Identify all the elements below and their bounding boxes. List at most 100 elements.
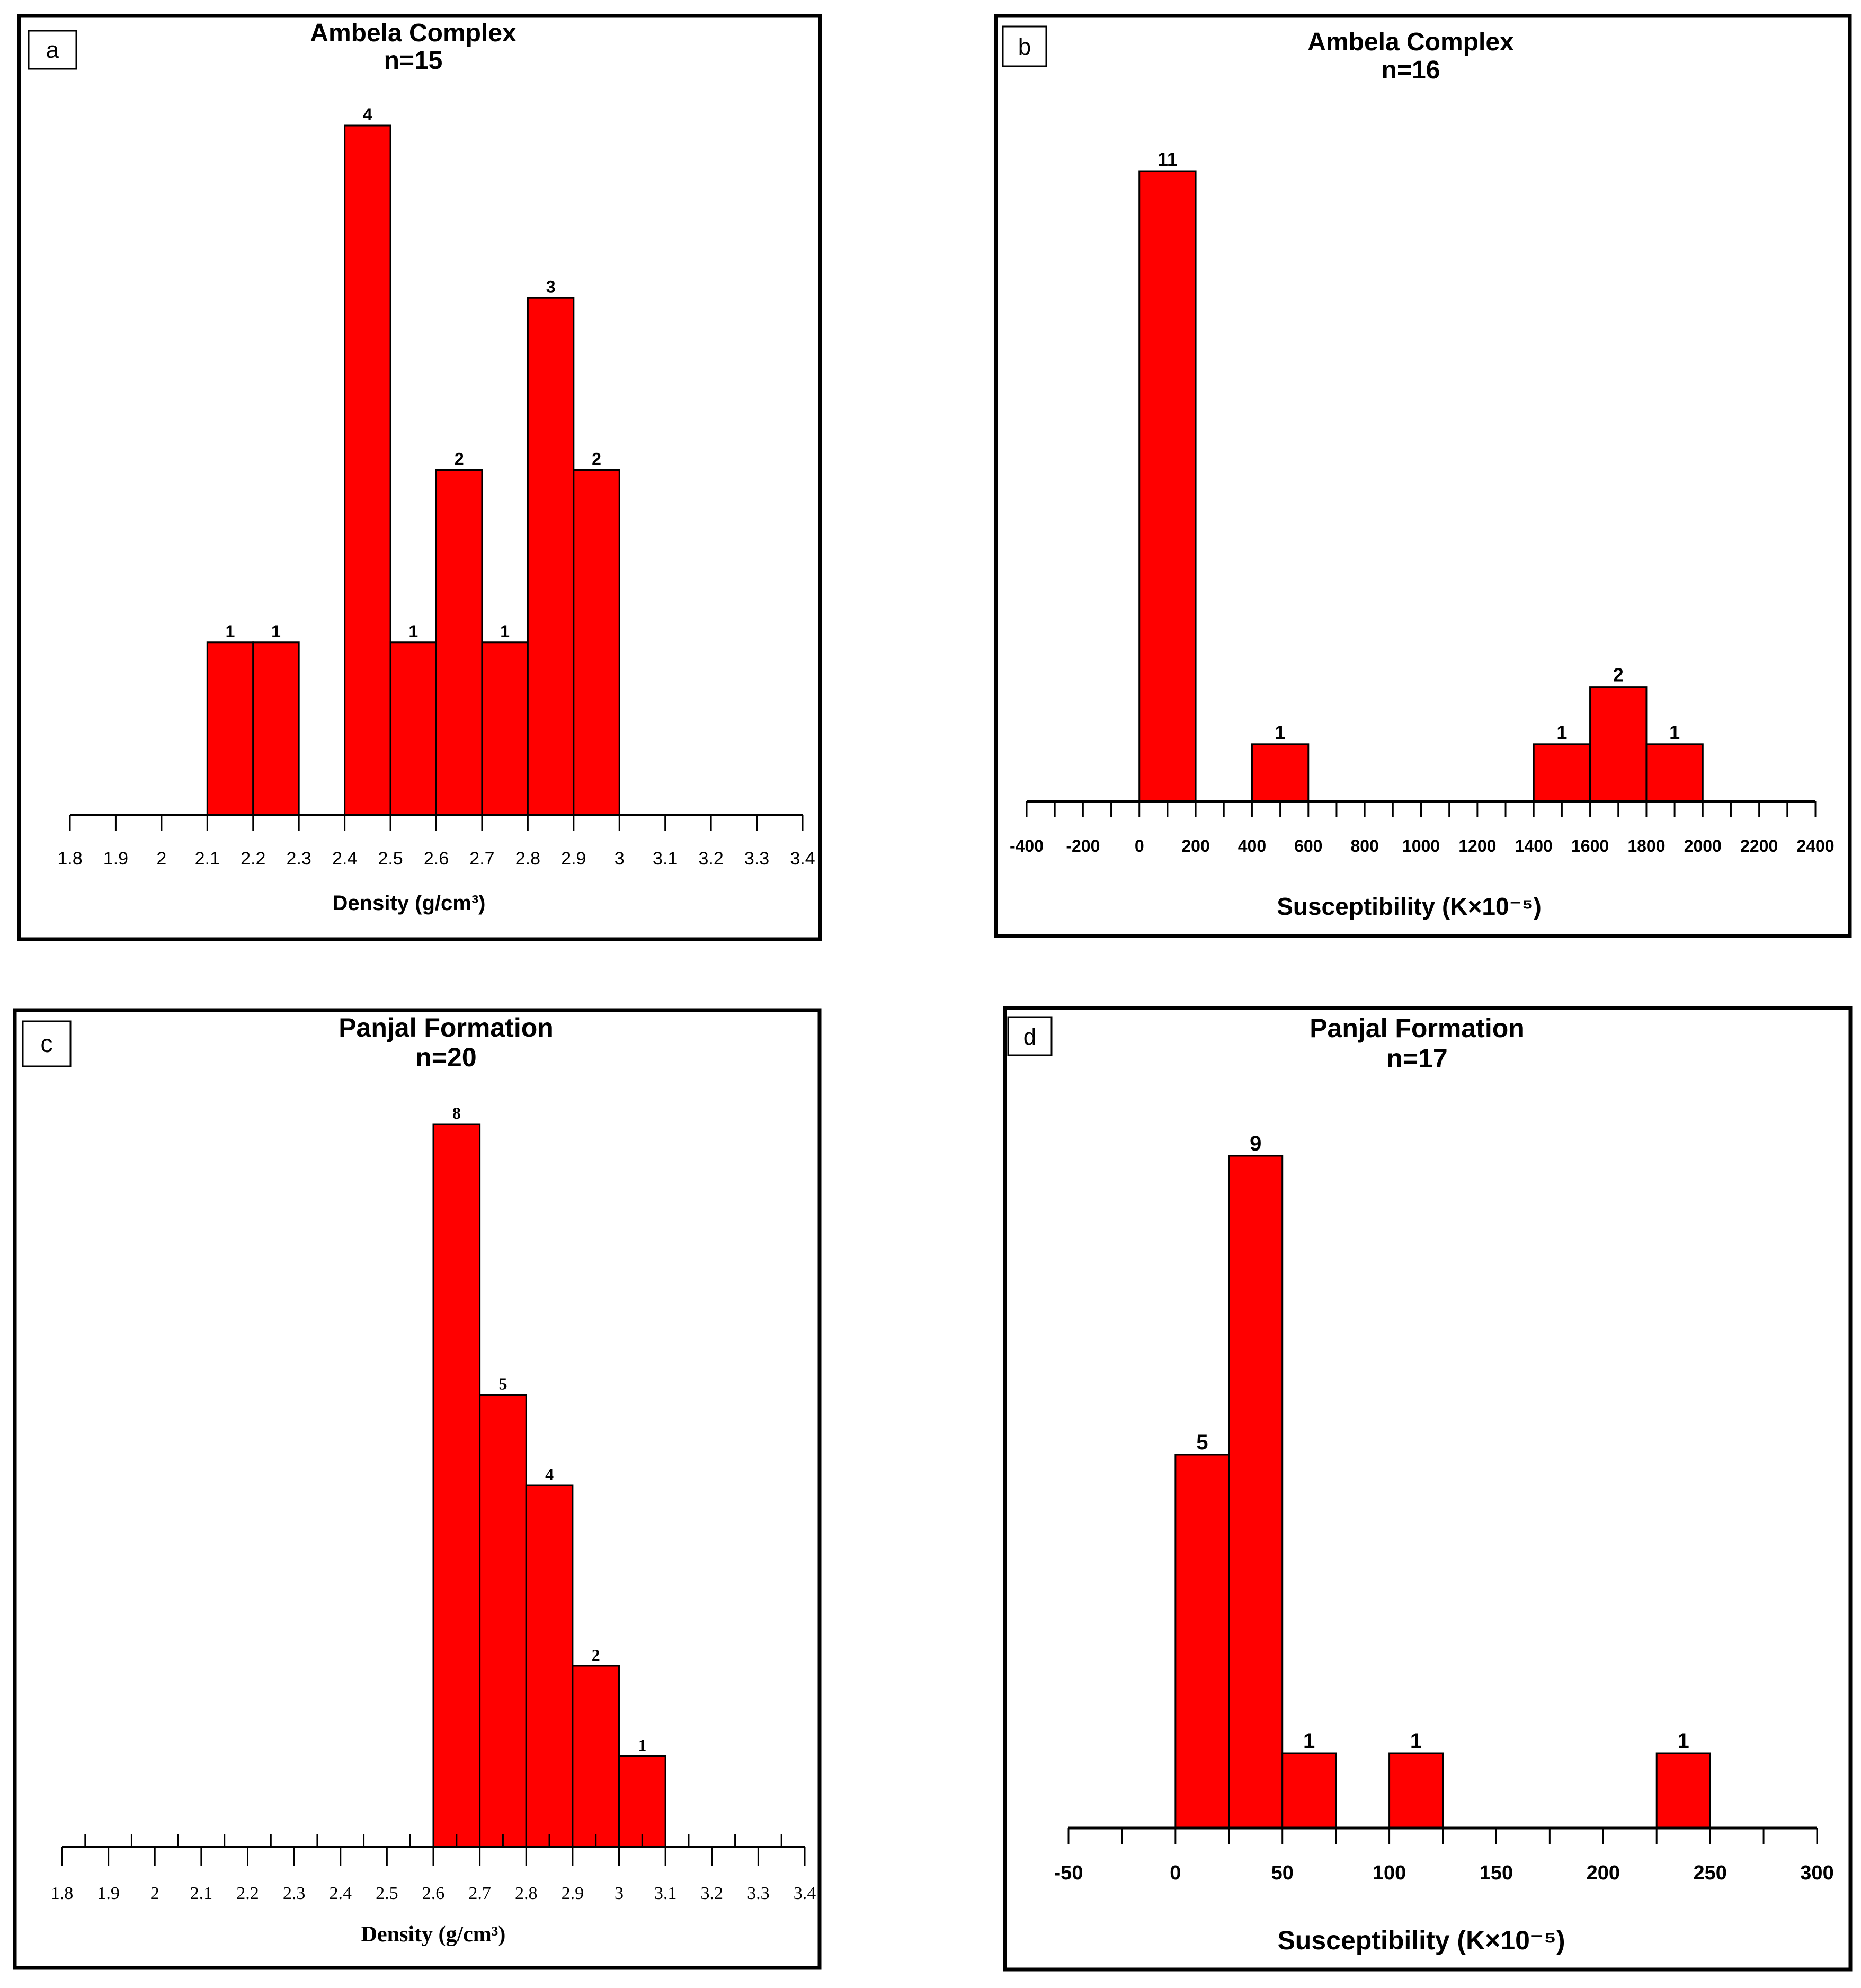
x-tick-label: 400 [1238,836,1266,855]
bars: 8 5 4 2 1 [432,1103,666,1848]
histogram-bar [1655,1752,1711,1829]
histogram-bar [479,1394,527,1848]
x-ticks [69,815,804,831]
x-tick-label: 1000 [1402,836,1440,855]
histogram-bar [525,1484,574,1848]
x-axis-label: Density (g/cm³) [333,892,486,915]
x-tick-label: 2 [156,849,166,869]
histogram-bar [252,641,300,816]
bar-count-label: 1 [1303,1730,1315,1753]
histogram-bar [572,1665,620,1848]
bar-count-label: 9 [1250,1132,1261,1155]
x-tick-label: 1.9 [97,1884,120,1903]
x-tick-labels: -50 0 50 100 150 200 250 300 [1054,1862,1834,1884]
x-tick-label: 200 [1181,836,1209,855]
x-ticks [1026,801,1817,817]
x-tick-label: 2.2 [236,1884,259,1903]
bar-count-label: 1 [500,622,510,641]
x-tick-label: 2.9 [561,849,586,869]
x-tick-label: 2.1 [190,1884,213,1903]
x-tick-label: 2.3 [287,849,311,869]
x-tick-label: 3.2 [698,849,723,869]
x-tick-label: 3 [615,1884,624,1903]
histogram-bar [573,469,620,816]
x-tick-label: 3.3 [747,1884,770,1903]
histogram-bar [1251,743,1310,803]
histogram-bar [1388,1752,1444,1829]
bar-count-label: 1 [1275,721,1286,743]
chart-title: Panjal Formation [339,1013,554,1042]
histogram-bar [1589,686,1648,803]
bars: 111 121 [1138,148,1704,803]
histogram-bar [481,641,529,816]
x-tick-label: 250 [1693,1862,1726,1884]
x-tick-label: 3.2 [701,1884,724,1903]
histogram-bar [432,1123,481,1848]
panel-b: b Ambela Complex n=16 111 121 -400 -200 0 20… [994,14,1852,938]
x-tick-label: 2.2 [241,849,265,869]
x-ticks [61,1834,806,1866]
x-tick-label: 0 [1170,1862,1181,1884]
x-axis-label: Density (g/cm³) [361,1922,506,1947]
x-tick-label: 2.6 [422,1884,445,1903]
x-tick-label: 2400 [1796,836,1834,855]
x-tick-label: 2.7 [468,1884,491,1903]
x-tick-label: 3.1 [653,849,678,869]
x-tick-label: 200 [1587,1862,1620,1884]
chart-title: Ambela Complex [1307,28,1514,56]
x-tick-label: 3.3 [744,849,769,869]
chart-subtitle: n=15 [384,47,443,75]
histogram-bar [1533,743,1591,803]
chart-subtitle: n=16 [1382,56,1440,84]
chart-title: Panjal Formation [1310,1013,1525,1043]
x-tick-label: 3 [615,849,625,869]
bar-count-label: 1 [226,622,235,641]
histogram-bar [527,297,575,816]
panel-frame [13,1008,822,1970]
histogram-bar [1174,1454,1230,1829]
panel-label-box [28,30,77,70]
x-tick-label: 0 [1135,836,1144,855]
bar-count-label: 1 [1556,721,1567,743]
x-tick-label: 1200 [1458,836,1496,855]
x-tick-label: 2.8 [515,849,540,869]
x-tick-label: 100 [1373,1862,1406,1884]
x-tick-label: 2.7 [469,849,494,869]
x-tick-label: 1600 [1571,836,1609,855]
x-tick-label: 800 [1350,836,1378,855]
x-tick-label: 3.4 [790,849,815,869]
panel-frame [994,14,1852,938]
bar-count-label: 1 [271,622,281,641]
x-tick-label: 1.8 [57,849,82,869]
x-tick-label: -200 [1066,836,1100,855]
x-tick-label: 50 [1271,1862,1294,1884]
panel-d: d Panjal Formation n=17 5 9 1 1 1 -50 0 50 100 1… [1003,1006,1853,1972]
chart-subtitle: n=17 [1386,1044,1447,1073]
x-tick-label: 2.3 [283,1884,306,1903]
bar-count-label: 2 [455,450,464,469]
x-tick-labels: 1.8 1.9 2 2.1 2.2 2.3 2.4 2.5 2.6 2.7 2.8 2.9 3 3.1 3.… [51,1884,816,1903]
histogram-bar [1281,1752,1337,1829]
x-tick-label: 1.8 [51,1884,74,1903]
histogram-bar [1228,1155,1284,1829]
x-tick-label: 2.5 [376,1884,398,1903]
x-tick-label: 2200 [1740,836,1778,855]
bar-count-label: 2 [592,450,601,469]
x-tick-labels: 1.8 1.9 2 2.1 2.2 2.3 2.4 2.5 2.6 2.7 2.8 2.9 3 3.1 3.… [57,849,815,869]
x-tick-label: 1800 [1627,836,1665,855]
panel-label: d [1023,1024,1036,1050]
bar-count-label: 8 [452,1103,461,1122]
x-tick-label: 2.8 [515,1884,538,1903]
x-tick-label: 2 [150,1884,159,1903]
chart-title: Ambela Complex [310,19,517,47]
histogram-bar [389,641,437,816]
panel-label-box [1002,25,1047,67]
bar-count-label: 1 [638,1736,646,1755]
histogram-bar [206,641,254,816]
panel-label-box [22,1020,72,1067]
bar-count-label: 1 [1669,721,1680,743]
histogram-bar [435,469,483,816]
bar-count-label: 4 [363,105,372,124]
x-tick-label: 3.1 [654,1884,677,1903]
